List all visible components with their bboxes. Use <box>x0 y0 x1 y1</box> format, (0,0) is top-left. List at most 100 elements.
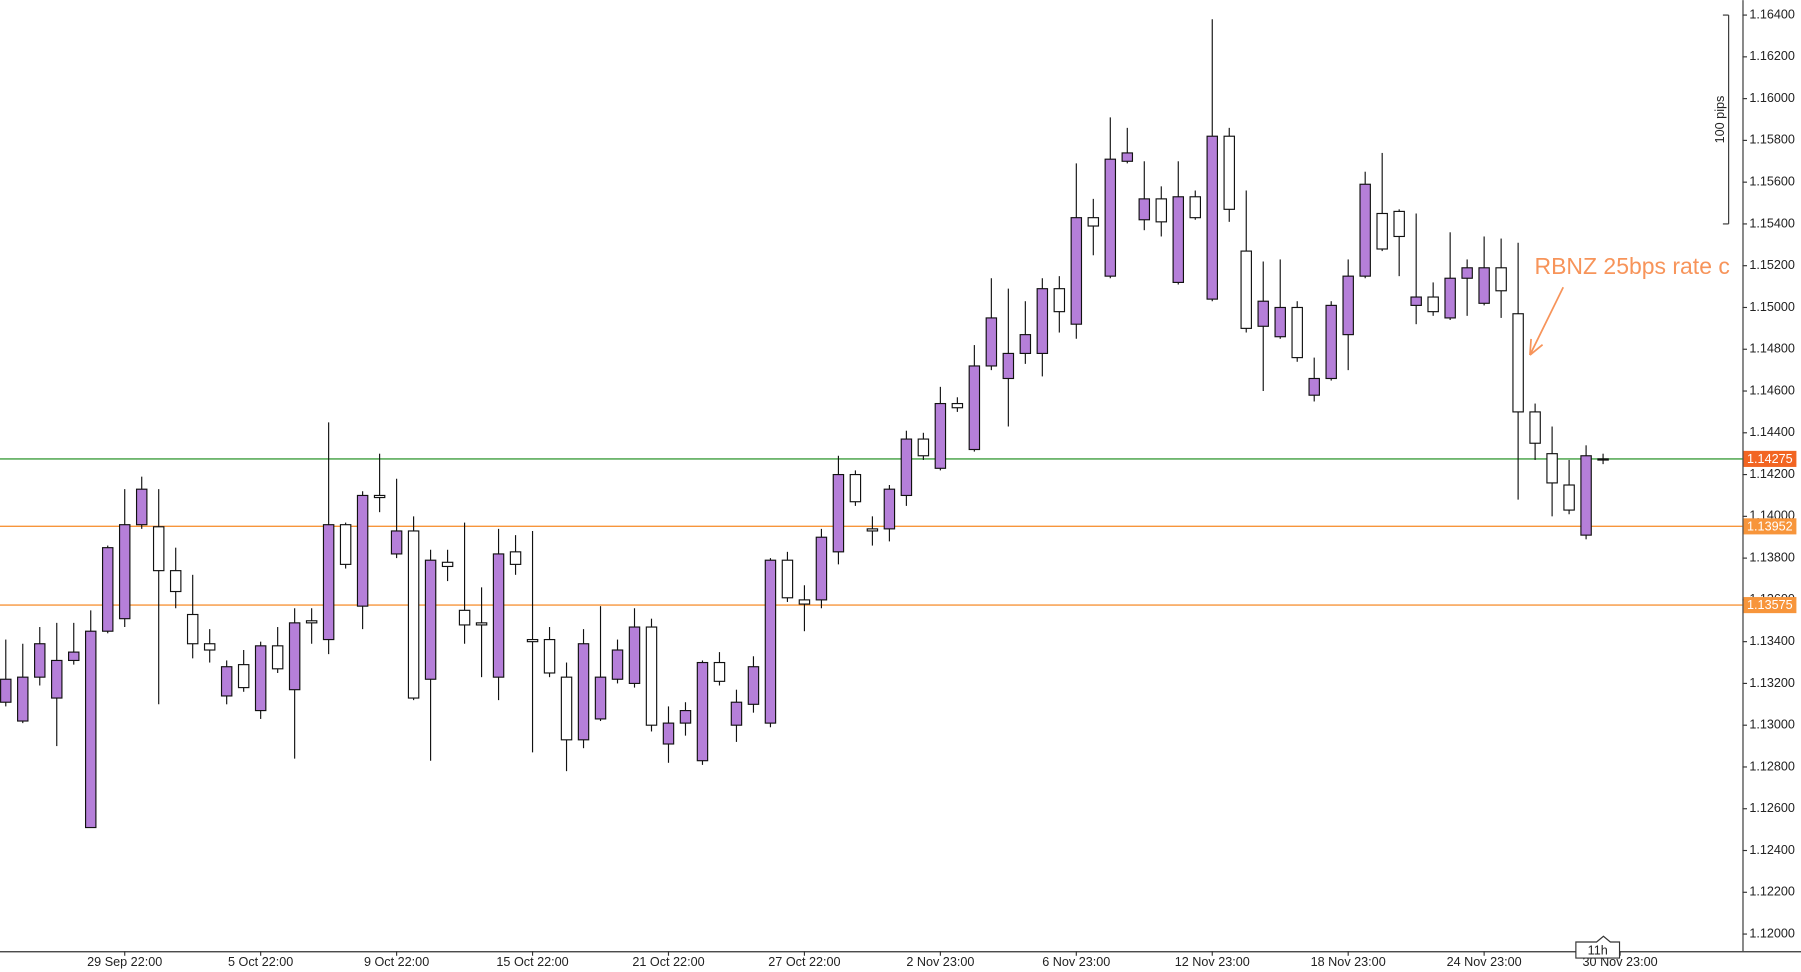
candle-body <box>526 638 539 643</box>
candle-body <box>118 524 131 620</box>
candle-body <box>1529 411 1541 444</box>
candle-body <box>1359 183 1371 277</box>
candle-body <box>169 570 182 593</box>
candle-body <box>968 365 981 451</box>
candle-body <box>747 666 760 705</box>
candle-body <box>271 645 284 670</box>
annotation-arrow <box>1529 286 1565 356</box>
candle-body <box>1342 275 1354 336</box>
candle-body <box>1053 288 1066 313</box>
candle-body <box>51 659 63 699</box>
candle-body <box>1393 210 1405 238</box>
candle-body <box>1155 198 1168 223</box>
y-tick-label: 1.14400 <box>1749 425 1795 439</box>
y-tick-label: 1.13200 <box>1749 676 1795 690</box>
candle-body <box>254 645 267 712</box>
y-tick-label: 1.16200 <box>1749 49 1795 63</box>
candle-body <box>1223 135 1235 210</box>
candle-body <box>1325 304 1337 380</box>
x-tick-label: 21 Oct 22:00 <box>632 955 704 969</box>
candle-body <box>1308 377 1320 396</box>
candle-body <box>1002 352 1015 380</box>
candle-body <box>883 488 896 530</box>
candle-body <box>68 651 80 662</box>
y-tick-label: 1.14600 <box>1749 383 1795 397</box>
candle-body <box>390 530 403 555</box>
timer: 11h <box>1588 944 1608 958</box>
candle-body <box>1478 267 1490 304</box>
candle-body <box>458 609 471 626</box>
y-tick-label: 1.15600 <box>1749 175 1795 189</box>
candle-body <box>1597 458 1609 461</box>
candle-body <box>611 649 624 680</box>
candle-body <box>1274 306 1286 338</box>
candle-body <box>1257 300 1269 327</box>
candle-body <box>679 710 692 724</box>
candle-body <box>1172 196 1185 283</box>
candle-body <box>339 524 352 565</box>
candle-body <box>1087 217 1100 227</box>
x-tick-label: 15 Oct 22:00 <box>496 955 568 969</box>
candle-body <box>492 553 505 678</box>
candle-body <box>237 664 250 689</box>
y-tick-label: 1.12800 <box>1749 759 1795 773</box>
candle-body <box>1189 196 1202 219</box>
x-tick-label: 5 Oct 22:00 <box>228 955 293 969</box>
candle-body <box>407 530 420 699</box>
candle-body <box>1461 267 1473 279</box>
candle-body <box>798 599 811 605</box>
candle-body <box>696 661 709 762</box>
candle-body <box>475 622 488 626</box>
candle-body <box>1376 212 1388 250</box>
candle-body <box>220 666 233 697</box>
candle-body <box>577 643 590 741</box>
candle-body <box>713 661 726 682</box>
price-label-box <box>1743 518 1797 535</box>
candle-body <box>135 488 148 526</box>
candle-body <box>1563 484 1575 511</box>
candle-body <box>1427 296 1439 313</box>
candle-body <box>84 630 97 829</box>
x-tick-label: 18 Nov 23:00 <box>1311 955 1386 969</box>
x-tick-label: 29 Sep 22:00 <box>87 955 162 969</box>
y-tick-label: 1.15200 <box>1749 258 1795 272</box>
candle-body <box>764 559 777 724</box>
candle-body <box>101 547 114 632</box>
candle-body <box>1512 313 1524 413</box>
candle-body <box>1138 198 1151 221</box>
candle-body <box>1580 455 1592 536</box>
candle-body <box>186 613 199 645</box>
candle-body <box>781 559 794 599</box>
candle-body <box>645 626 658 726</box>
candle-body <box>305 620 318 624</box>
y-tick-label: 1.13400 <box>1749 634 1795 648</box>
candle-body <box>1444 277 1456 319</box>
x-tick-label: 12 Nov 23:00 <box>1175 955 1250 969</box>
range-label: 100 pips <box>1713 96 1727 144</box>
candle-body <box>951 402 964 409</box>
x-tick-label: 6 Nov 23:00 <box>1042 955 1110 969</box>
y-tick-label: 1.12000 <box>1749 926 1795 940</box>
candle-body <box>152 526 165 572</box>
candle-body <box>1546 453 1558 484</box>
candle-body <box>1240 250 1252 329</box>
price-label-box <box>1743 597 1797 614</box>
y-tick-label: 1.13800 <box>1749 550 1795 564</box>
candle-body <box>934 402 947 469</box>
candle-body <box>1019 334 1032 355</box>
candle-body <box>322 524 335 641</box>
price-label: 1.14275 <box>1747 452 1793 466</box>
candle-body <box>900 438 913 497</box>
candle-body <box>1291 306 1303 359</box>
candle-body <box>917 438 930 457</box>
y-tick-label: 1.16000 <box>1749 91 1795 105</box>
y-tick-label: 1.12400 <box>1749 843 1795 857</box>
candle-body <box>985 317 998 367</box>
x-tick-label: 27 Oct 22:00 <box>768 955 840 969</box>
candle-body <box>373 494 386 499</box>
candle-body <box>1070 217 1083 325</box>
candle-body <box>441 561 454 568</box>
